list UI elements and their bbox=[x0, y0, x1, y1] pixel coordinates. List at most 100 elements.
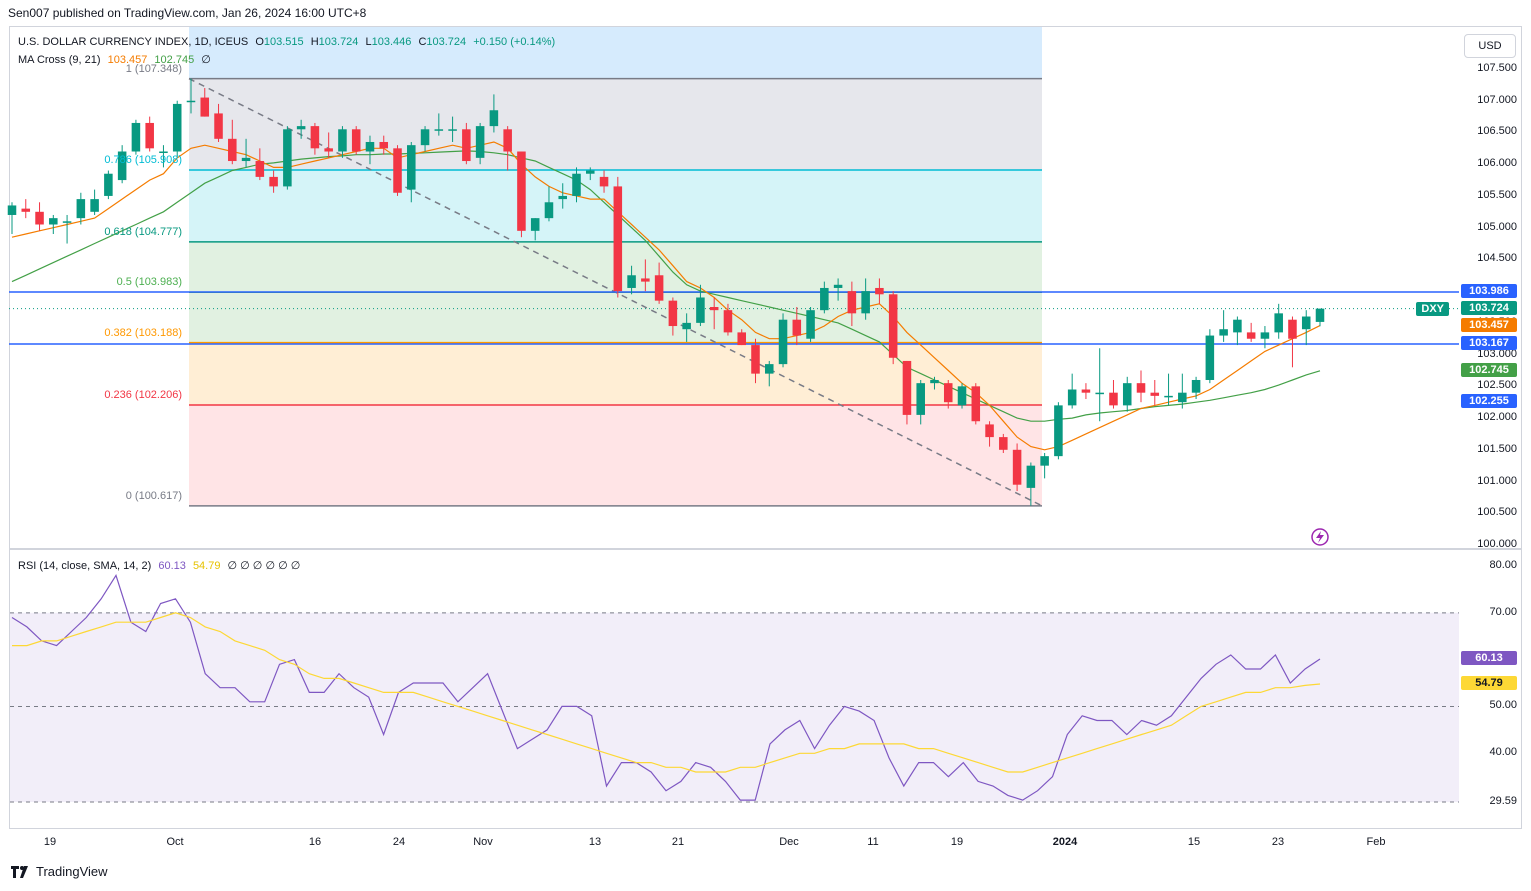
candle-body bbox=[847, 291, 857, 314]
candle-body bbox=[1067, 389, 1077, 406]
candle-body bbox=[324, 148, 333, 152]
candle-body bbox=[1054, 405, 1063, 457]
low-label: L bbox=[365, 36, 372, 48]
close-label: C bbox=[418, 36, 427, 48]
ma-slow-value: 102.745 bbox=[154, 54, 195, 66]
currency-button[interactable]: USD bbox=[1464, 34, 1516, 58]
time-tick: Feb bbox=[1366, 836, 1386, 848]
candle-body bbox=[668, 300, 678, 327]
candle-body bbox=[21, 208, 31, 212]
candle-body bbox=[530, 218, 540, 231]
candle-body bbox=[654, 275, 664, 301]
candle-body bbox=[145, 122, 154, 149]
fib-label-0.618: 0.618 (104.777) bbox=[104, 225, 182, 238]
fib-label-0: 0 (100.617) bbox=[125, 489, 182, 502]
price-tick: 106.500 bbox=[1477, 125, 1517, 138]
rsi-tick: 40.00 bbox=[1489, 746, 1517, 759]
candle-body bbox=[49, 218, 58, 225]
candle-body bbox=[1288, 319, 1297, 339]
time-tick: Oct bbox=[166, 836, 184, 848]
candle-body bbox=[1274, 313, 1283, 333]
rsi-tag: 54.79 bbox=[1461, 676, 1517, 691]
candle-body bbox=[1233, 319, 1242, 333]
close-value: 103.724 bbox=[426, 36, 467, 48]
price-tick: 103.000 bbox=[1477, 347, 1517, 360]
candle-body bbox=[1150, 392, 1160, 396]
candle-body bbox=[696, 297, 705, 323]
candle-body bbox=[338, 129, 347, 152]
candle-body bbox=[1136, 383, 1146, 393]
candle-body bbox=[1040, 456, 1049, 466]
candle-body bbox=[985, 424, 994, 438]
time-tick: 21 bbox=[671, 836, 685, 848]
candle-body bbox=[365, 141, 375, 152]
ma-legend: MA Cross (9, 21) 103.457 102.745 ∅ bbox=[18, 53, 215, 66]
price-tag: 103.167 bbox=[1461, 336, 1517, 350]
candle-body bbox=[916, 383, 925, 415]
time-tick: Dec bbox=[779, 836, 799, 848]
candle-body bbox=[379, 141, 389, 149]
candle-body bbox=[544, 202, 554, 219]
high-value: 103.724 bbox=[318, 36, 359, 48]
price-tick: 104.500 bbox=[1477, 252, 1517, 265]
candle-body bbox=[228, 138, 237, 162]
time-tick: 11 bbox=[867, 836, 879, 848]
candle-body bbox=[489, 110, 499, 127]
fib-zone bbox=[189, 404, 1042, 506]
candle-body bbox=[1122, 383, 1132, 406]
candle-body bbox=[586, 170, 595, 174]
candle-body bbox=[930, 379, 939, 384]
ma-label[interactable]: MA Cross (9, 21) bbox=[18, 54, 101, 66]
candle-body bbox=[820, 287, 829, 311]
candle-body bbox=[1081, 389, 1091, 393]
rsi-legend: RSI (14, close, SMA, 14, 2) 60.13 54.79 … bbox=[18, 559, 304, 572]
candle-body bbox=[764, 364, 774, 374]
rsi-label[interactable]: RSI (14, close, SMA, 14, 2) bbox=[18, 560, 152, 572]
price-tick: 102.000 bbox=[1477, 411, 1517, 424]
candle-body bbox=[1246, 332, 1256, 339]
rsi-tick: 70.00 bbox=[1489, 605, 1517, 618]
candle-body bbox=[957, 386, 967, 406]
time-tick: Nov bbox=[473, 836, 493, 848]
fib-label-0.236: 0.236 (102.206) bbox=[104, 388, 182, 401]
fib-label-0.382: 0.382 (103.188) bbox=[104, 326, 182, 339]
price-tag: 102.255 bbox=[1461, 393, 1517, 408]
price-tag: 102.745 bbox=[1461, 362, 1517, 377]
rsi-tick: 50.00 bbox=[1489, 699, 1517, 712]
candle-body bbox=[572, 173, 581, 196]
candle-body bbox=[241, 157, 251, 162]
candle-body bbox=[214, 113, 223, 139]
candle-body bbox=[1109, 392, 1118, 406]
candle-body bbox=[1164, 395, 1173, 398]
candle-body bbox=[517, 151, 526, 231]
rsi-pane-frame bbox=[9, 549, 1522, 829]
time-tick: 15 bbox=[1187, 836, 1201, 848]
candle-body bbox=[833, 284, 843, 288]
candle-body bbox=[1301, 316, 1311, 330]
rsi-extras: ∅ ∅ ∅ ∅ ∅ ∅ bbox=[227, 560, 301, 572]
candle-body bbox=[351, 129, 361, 152]
candle-body bbox=[751, 345, 760, 374]
candle-body bbox=[627, 275, 636, 288]
price-tick: 107.500 bbox=[1477, 62, 1517, 74]
candle-body bbox=[62, 221, 72, 223]
price-tick: 105.500 bbox=[1477, 188, 1517, 201]
candle-body bbox=[283, 129, 292, 187]
footer-brand: TradingView bbox=[36, 864, 108, 879]
candle-body bbox=[888, 294, 898, 358]
candle-body bbox=[1012, 449, 1022, 485]
price-tag: 103.457 bbox=[1461, 317, 1517, 332]
price-tick: 107.000 bbox=[1477, 93, 1517, 106]
candle-body bbox=[1315, 308, 1325, 322]
candle-body bbox=[475, 126, 485, 158]
candle-body bbox=[999, 437, 1008, 450]
candle-body bbox=[902, 360, 912, 415]
rsi-tag: 60.13 bbox=[1461, 651, 1517, 666]
publisher-line: Sen007 published on TradingView.com, Jan… bbox=[8, 6, 367, 20]
candle-body bbox=[104, 173, 113, 196]
time-tick: 19 bbox=[43, 836, 57, 848]
price-tick: 101.500 bbox=[1477, 442, 1517, 455]
symbol-name[interactable]: U.S. DOLLAR CURRENCY INDEX, 1D, ICEUS bbox=[18, 36, 249, 48]
candle-body bbox=[599, 176, 609, 187]
